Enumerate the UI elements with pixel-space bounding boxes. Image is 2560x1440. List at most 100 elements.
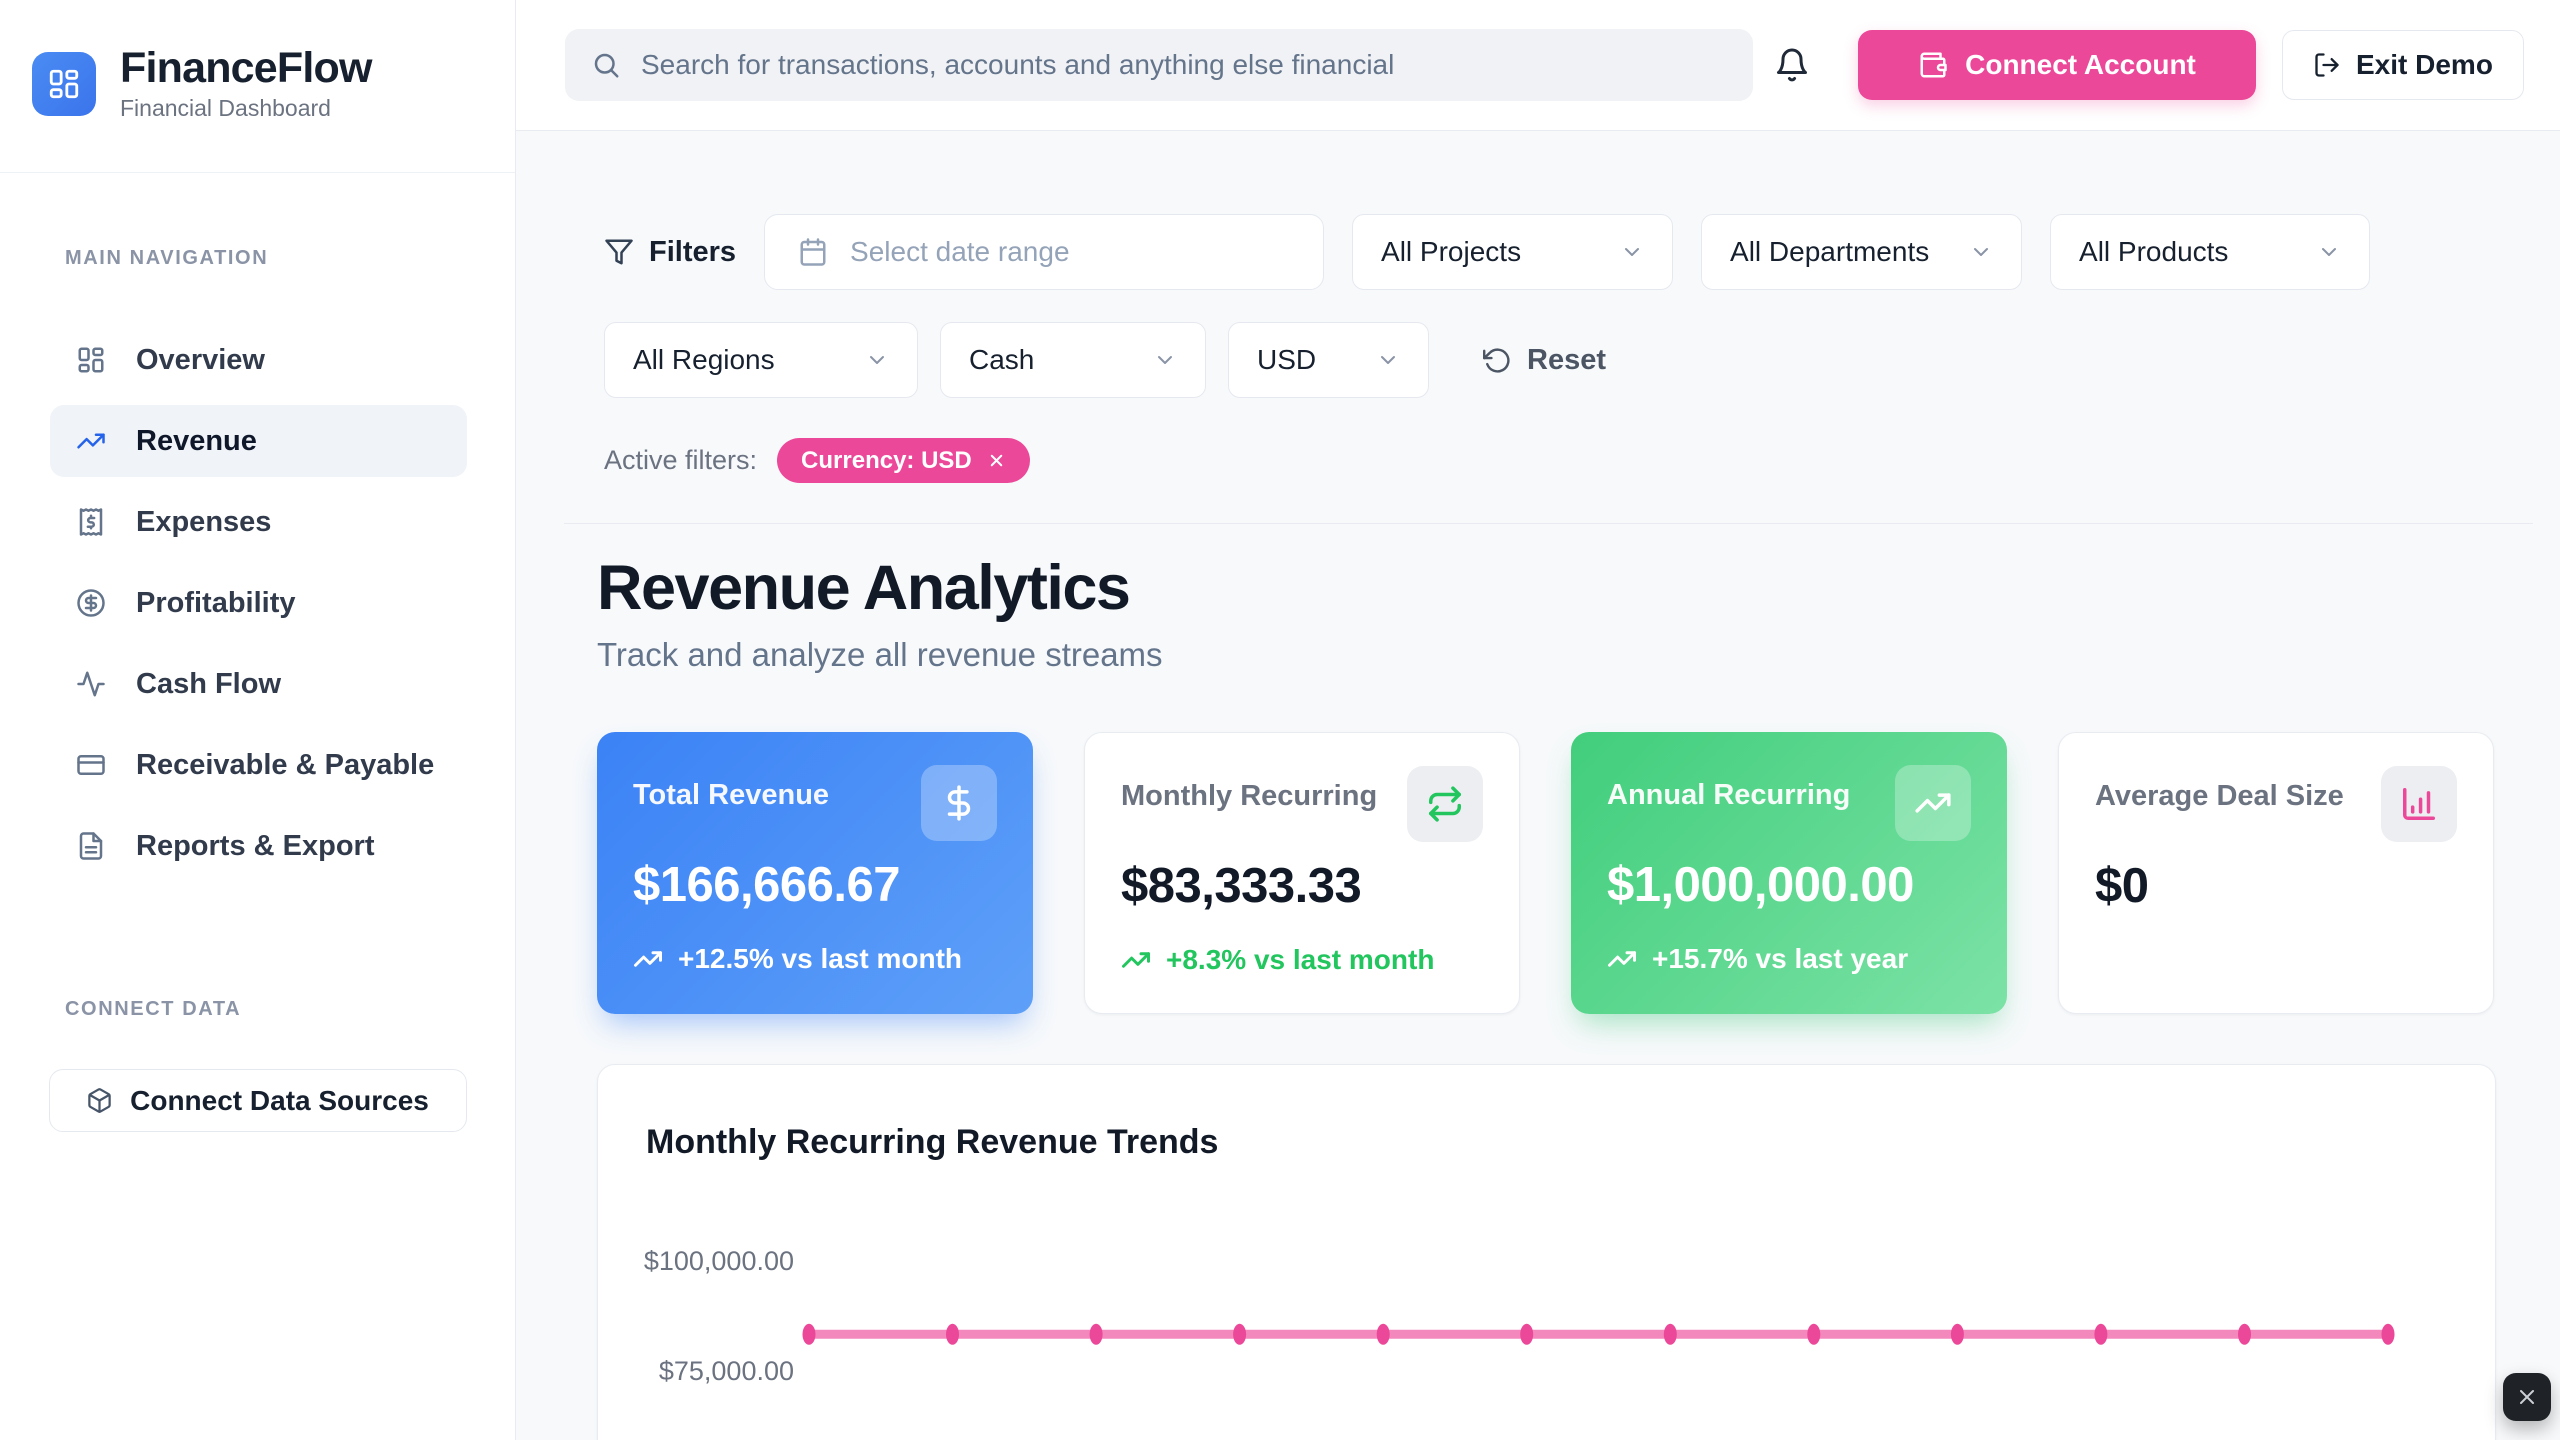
chevron-down-icon — [1153, 348, 1177, 372]
data-point-marker[interactable] — [2381, 1323, 2395, 1345]
page-subtitle: Track and analyze all revenue streams — [597, 636, 1163, 673]
sidebar-item-profitability[interactable]: Profitability — [50, 567, 467, 639]
brand-name: FinanceFlow — [120, 44, 372, 92]
sidebar-item-cash-flow[interactable]: Cash Flow — [50, 648, 467, 720]
sidebar-connect-section: CONNECT DATA Connect Data Sources — [0, 998, 515, 1132]
reset-filters-button[interactable]: Reset — [1483, 344, 1606, 377]
credit-card-icon — [76, 750, 106, 780]
trending-up-icon — [1895, 765, 1971, 841]
file-text-icon — [76, 831, 106, 861]
metric-card-monthly-recurring: Monthly Recurring $83,333.33 +8.3% vs last… — [1084, 732, 1520, 1014]
rotate-ccw-icon — [1483, 346, 1512, 375]
dollar-circle-icon — [76, 588, 106, 618]
data-point-marker[interactable] — [2238, 1323, 2251, 1345]
filters-label: Filters — [604, 236, 736, 269]
usd-dropdown[interactable]: USD — [1228, 322, 1429, 398]
dropdown-value: USD — [1257, 344, 1317, 375]
data-point-marker[interactable] — [1233, 1323, 1247, 1345]
sidebar-item-revenue[interactable]: Revenue — [50, 405, 467, 478]
metric-title: Annual Recurring — [1607, 779, 1851, 811]
dashboard-grid-icon — [76, 345, 106, 375]
sidebar-item-overview[interactable]: Overview — [50, 324, 467, 396]
toast-close-button[interactable] — [2503, 1373, 2551, 1421]
trending-up-icon — [1607, 944, 1637, 974]
global-search — [565, 29, 1753, 101]
calendar-icon — [798, 237, 828, 267]
metric-title: Total Revenue — [633, 779, 830, 811]
sidebar-nav: Overview Revenue Expenses Profitability Cash… — [0, 324, 515, 882]
bell-icon — [1774, 47, 1810, 83]
chip-close-x-icon[interactable] — [987, 451, 1006, 470]
date-range-input[interactable]: Select date range — [764, 214, 1325, 290]
connect-account-button[interactable]: Connect Account — [1858, 30, 2256, 100]
exit-demo-button[interactable]: Exit Demo — [2282, 30, 2524, 100]
brand: FinanceFlow Financial Dashboard — [0, 0, 515, 172]
all-departments-dropdown[interactable]: All Departments — [1701, 214, 2023, 290]
data-point-marker[interactable] — [1663, 1323, 1677, 1345]
data-point-marker[interactable] — [2094, 1323, 2108, 1345]
sidebar-item-expenses[interactable]: Expenses — [50, 486, 467, 558]
dollar-icon — [921, 765, 997, 841]
exit-demo-label: Exit Demo — [2356, 49, 2493, 80]
metric-trend: +15.7% vs last year — [1607, 941, 1971, 977]
connect-data-sources-button[interactable]: Connect Data Sources — [48, 1069, 467, 1132]
cash-dropdown[interactable]: Cash — [940, 322, 1206, 398]
all-regions-dropdown[interactable]: All Regions — [604, 322, 918, 398]
receipt-icon — [76, 507, 106, 537]
filters-row-2: All Regions Cash USD Reset — [564, 322, 2533, 398]
active-filters-row: Active filters: Currency: USD — [604, 438, 2533, 483]
metric-card-average-deal-size: Average Deal Size $0 — [2058, 732, 2494, 1014]
sidebar-section-title-connect-data: CONNECT DATA — [65, 998, 242, 1020]
section-divider — [564, 523, 2533, 524]
metric-card-total-revenue: Total Revenue $166,666.67 +12.5% vs last m… — [597, 732, 1033, 1014]
dropdown-value: All Projects — [1381, 236, 1522, 267]
all-products-dropdown[interactable]: All Products — [2050, 214, 2371, 290]
sidebar-item-receivable-payable[interactable]: Receivable & Payable — [50, 729, 467, 801]
page-title: Revenue Analytics — [597, 553, 1131, 623]
sidebar-item-label: Reports & Export — [136, 829, 375, 862]
connect-account-label: Connect Account — [1965, 49, 2196, 80]
data-point-marker[interactable] — [1807, 1323, 1821, 1345]
data-point-marker[interactable] — [802, 1323, 816, 1345]
metric-value: $1,000,000.00 — [1607, 858, 1914, 912]
metric-value: $83,333.33 — [1121, 859, 1362, 913]
filters-row-1: Filters Select date range All Projects Al… — [564, 214, 2533, 290]
logout-icon — [2313, 51, 2341, 79]
all-projects-dropdown[interactable]: All Projects — [1352, 214, 1674, 290]
y-axis-tick-label: $100,000.00 — [644, 1246, 794, 1276]
sidebar-item-label: Revenue — [136, 424, 257, 457]
cube-icon — [86, 1087, 113, 1114]
sidebar-item-label: Overview — [136, 343, 265, 376]
search-input[interactable] — [641, 49, 1727, 81]
search-icon — [591, 50, 621, 80]
metric-card-annual-recurring: Annual Recurring $1,000,000.00 +15.7% vs l… — [1571, 732, 2007, 1014]
main-content: Filters Select date range All Projects Al… — [516, 131, 2560, 1440]
chart-title: Monthly Recurring Revenue Trends — [646, 1123, 1219, 1161]
metric-title: Monthly Recurring — [1121, 780, 1378, 812]
close-x-icon — [2515, 1385, 2539, 1409]
active-filters-label: Active filters: — [604, 445, 758, 475]
chevron-down-icon — [1969, 240, 1993, 264]
data-point-marker[interactable] — [1376, 1323, 1390, 1345]
sidebar-item-reports-export[interactable]: Reports & Export — [50, 810, 467, 882]
chevron-down-icon — [1620, 240, 1644, 264]
dropdown-value: All Products — [2079, 236, 2229, 267]
sidebar: FinanceFlow Financial Dashboard MAIN NAV… — [0, 0, 516, 1440]
trending-up-icon — [1121, 945, 1151, 975]
top-bar: Connect Account Exit Demo — [516, 0, 2560, 131]
active-filter-chip-currency-usd[interactable]: Currency: USD — [777, 438, 1030, 483]
data-point-marker[interactable] — [1089, 1323, 1103, 1345]
notifications-button[interactable] — [1774, 47, 1810, 83]
repeat-icon — [1407, 766, 1483, 842]
metric-value: $0 — [2095, 859, 2149, 913]
trending-up-icon — [633, 944, 663, 974]
data-point-marker[interactable] — [946, 1323, 959, 1345]
sidebar-section-title-main-navigation: MAIN NAVIGATION — [65, 247, 269, 270]
chip-label: Currency: USD — [801, 446, 972, 474]
chevron-down-icon — [865, 348, 889, 372]
data-point-marker[interactable] — [1950, 1323, 1964, 1345]
metric-value: $166,666.67 — [633, 858, 901, 912]
data-point-marker[interactable] — [1520, 1323, 1534, 1345]
activity-icon — [76, 669, 106, 699]
metric-cards: Total Revenue $166,666.67 +12.5% vs last m… — [597, 732, 2533, 1014]
